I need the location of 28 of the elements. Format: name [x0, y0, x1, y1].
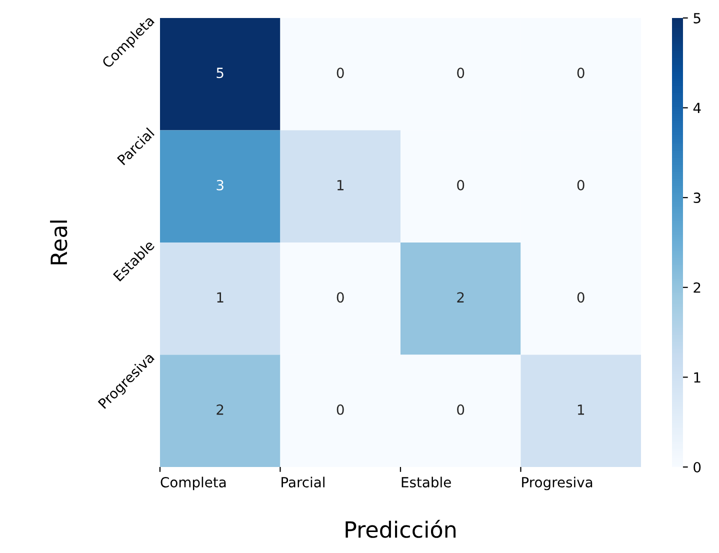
color-bar-label: 5	[694, 13, 700, 24]
data-label: 2	[216, 404, 224, 415]
data-label: 3	[216, 180, 224, 190]
data-label: 0	[577, 292, 584, 303]
color-bar-label: 4	[693, 102, 701, 114]
data-label: 0	[336, 404, 344, 415]
color-bar-label: 1	[694, 372, 700, 382]
color-bar-label: 3	[694, 192, 700, 204]
data-label: 0	[577, 180, 584, 190]
data-label: 1	[217, 292, 224, 302]
data-label: 2	[457, 292, 464, 302]
y-axis-title: Real	[50, 220, 68, 264]
x-tick-label: Progresiva	[522, 476, 592, 490]
data-label: 1	[578, 404, 584, 415]
data-label: 0	[577, 68, 584, 78]
data-label: 0	[457, 68, 464, 78]
color-bar-label: 2	[694, 282, 700, 293]
data-label: 5	[216, 68, 224, 78]
data-label: 0	[336, 292, 344, 303]
x-tick-label: Completa	[160, 476, 226, 490]
x-tick-label: Parcial	[282, 476, 324, 488]
data-label: 0	[457, 180, 464, 190]
data-label: 0	[336, 68, 344, 78]
x-tick-label: Estable	[402, 476, 451, 488]
color-bar-label: 0	[694, 462, 701, 472]
data-label: 0	[457, 404, 464, 415]
x-axis-title: Predicción	[346, 520, 456, 538]
data-label: 1	[337, 180, 344, 190]
